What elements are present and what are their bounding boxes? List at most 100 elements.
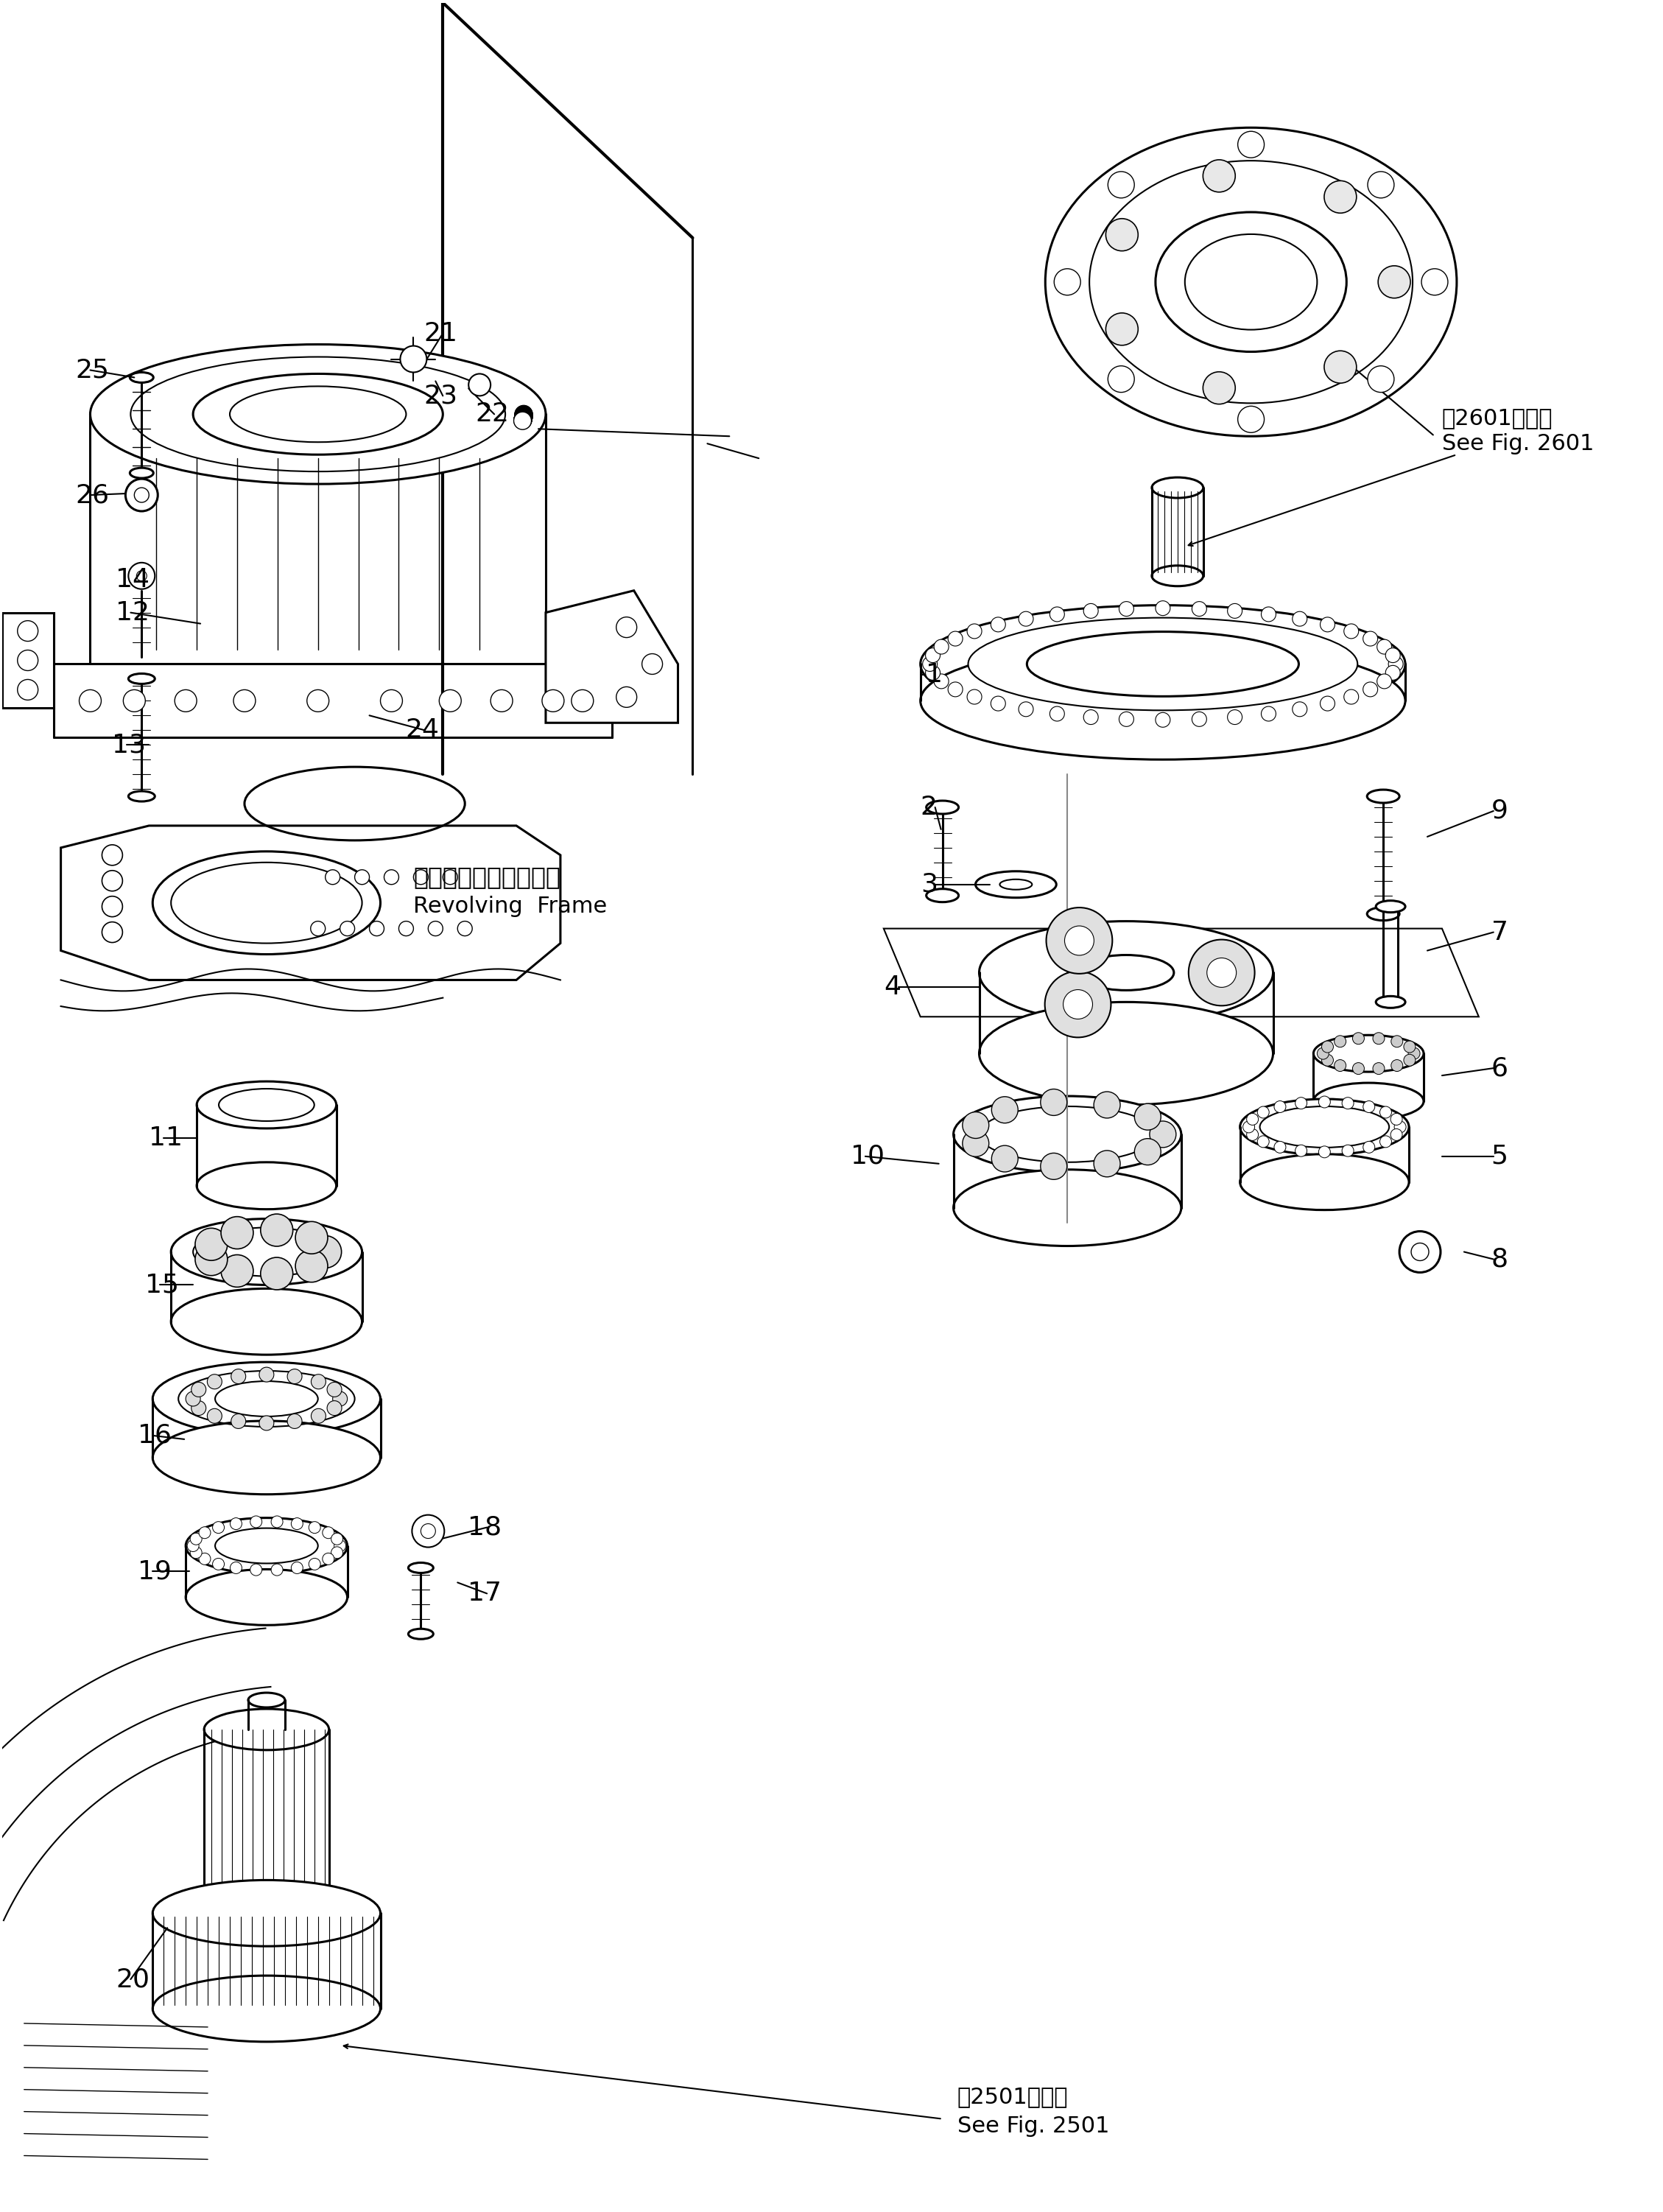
Ellipse shape <box>1375 900 1405 911</box>
Circle shape <box>331 1546 343 1559</box>
Circle shape <box>186 1391 201 1407</box>
Circle shape <box>442 869 457 885</box>
Text: 第2501図参照: 第2501図参照 <box>958 2086 1068 2108</box>
Text: 1: 1 <box>926 664 943 688</box>
Circle shape <box>213 1522 225 1533</box>
Circle shape <box>1364 681 1377 697</box>
Ellipse shape <box>920 606 1405 723</box>
Circle shape <box>381 690 402 712</box>
Circle shape <box>399 920 414 936</box>
Circle shape <box>1207 958 1236 987</box>
Circle shape <box>354 869 369 885</box>
Circle shape <box>991 617 1006 633</box>
Ellipse shape <box>90 345 545 484</box>
Text: 4: 4 <box>883 975 901 1000</box>
Circle shape <box>421 1524 436 1537</box>
Circle shape <box>1119 602 1134 617</box>
Circle shape <box>457 920 472 936</box>
Circle shape <box>1242 1121 1254 1133</box>
Circle shape <box>572 690 594 712</box>
Circle shape <box>191 1400 206 1416</box>
Circle shape <box>1202 159 1236 192</box>
Circle shape <box>427 920 442 936</box>
Circle shape <box>948 681 963 697</box>
Circle shape <box>1320 697 1335 710</box>
Circle shape <box>271 1564 283 1575</box>
Ellipse shape <box>205 1893 329 1933</box>
Circle shape <box>516 407 532 425</box>
Circle shape <box>1324 352 1357 383</box>
Ellipse shape <box>999 880 1033 889</box>
Text: 15: 15 <box>145 1272 180 1298</box>
Ellipse shape <box>1367 907 1399 920</box>
Circle shape <box>968 624 981 639</box>
Circle shape <box>1134 1139 1161 1166</box>
Circle shape <box>271 1515 283 1528</box>
Text: 2: 2 <box>920 794 938 821</box>
Ellipse shape <box>186 1517 348 1573</box>
Circle shape <box>291 1562 303 1573</box>
Circle shape <box>514 407 532 425</box>
Ellipse shape <box>128 675 155 684</box>
Circle shape <box>331 1533 343 1544</box>
Circle shape <box>328 1382 343 1398</box>
Circle shape <box>296 1221 328 1254</box>
Circle shape <box>288 1369 303 1385</box>
Circle shape <box>1106 312 1137 345</box>
Ellipse shape <box>1241 1099 1409 1155</box>
Ellipse shape <box>153 1880 381 1947</box>
Circle shape <box>948 630 963 646</box>
Text: 3: 3 <box>920 872 938 898</box>
Circle shape <box>221 1254 253 1287</box>
Text: 22: 22 <box>476 403 509 427</box>
Circle shape <box>231 1369 246 1385</box>
Text: 16: 16 <box>138 1422 171 1449</box>
Circle shape <box>1257 1135 1269 1148</box>
Circle shape <box>175 690 196 712</box>
Circle shape <box>221 1217 253 1250</box>
Ellipse shape <box>153 1363 381 1436</box>
Circle shape <box>309 1557 321 1571</box>
Circle shape <box>1322 1055 1334 1066</box>
Circle shape <box>963 1113 989 1139</box>
Circle shape <box>1367 365 1394 392</box>
Circle shape <box>18 622 38 641</box>
Circle shape <box>1049 706 1064 721</box>
Circle shape <box>469 374 491 396</box>
Text: Revolving  Frame: Revolving Frame <box>414 896 607 918</box>
Ellipse shape <box>205 1710 329 1750</box>
Circle shape <box>323 1526 334 1540</box>
Circle shape <box>1374 1033 1385 1044</box>
Circle shape <box>1344 690 1359 703</box>
Ellipse shape <box>409 1562 434 1573</box>
Circle shape <box>1292 701 1307 717</box>
Polygon shape <box>545 591 679 723</box>
Ellipse shape <box>976 872 1056 898</box>
Circle shape <box>323 1553 334 1564</box>
Circle shape <box>1404 1055 1415 1066</box>
Text: 21: 21 <box>424 321 457 345</box>
Text: 20: 20 <box>116 1966 150 1991</box>
Circle shape <box>514 409 532 427</box>
Text: レボルビングフレーム: レボルビングフレーム <box>414 865 560 889</box>
Ellipse shape <box>409 1628 434 1639</box>
Circle shape <box>1364 1141 1375 1152</box>
Circle shape <box>1202 372 1236 405</box>
Circle shape <box>1046 907 1113 973</box>
Circle shape <box>1390 1060 1404 1071</box>
Circle shape <box>1084 604 1098 619</box>
Text: 18: 18 <box>467 1515 502 1540</box>
Circle shape <box>1041 1152 1068 1179</box>
Circle shape <box>1320 617 1335 633</box>
Circle shape <box>1044 971 1111 1037</box>
Circle shape <box>1324 181 1357 212</box>
Circle shape <box>514 411 532 429</box>
Ellipse shape <box>1261 1106 1389 1148</box>
Circle shape <box>123 690 145 712</box>
Circle shape <box>1364 630 1377 646</box>
Circle shape <box>617 686 637 708</box>
Circle shape <box>208 1409 221 1422</box>
Ellipse shape <box>980 1106 1156 1161</box>
Circle shape <box>326 869 339 885</box>
Text: 26: 26 <box>75 482 110 507</box>
